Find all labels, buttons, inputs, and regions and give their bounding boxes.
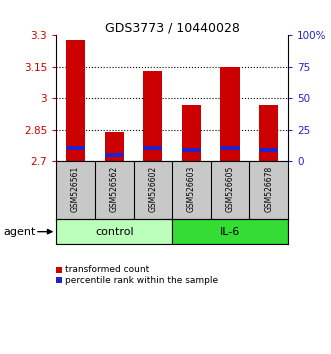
Bar xyxy=(182,105,201,161)
Bar xyxy=(66,146,85,150)
Bar xyxy=(143,71,163,161)
Bar xyxy=(172,219,288,244)
Bar xyxy=(105,132,124,161)
Bar xyxy=(56,219,172,244)
Text: GSM526562: GSM526562 xyxy=(110,166,119,212)
Title: GDS3773 / 10440028: GDS3773 / 10440028 xyxy=(105,21,240,34)
Text: GSM526603: GSM526603 xyxy=(187,166,196,212)
Bar xyxy=(66,40,85,161)
Text: control: control xyxy=(95,227,133,237)
Text: GSM526678: GSM526678 xyxy=(264,166,273,212)
Text: IL-6: IL-6 xyxy=(220,227,240,237)
Bar xyxy=(220,146,240,150)
Text: GSM526602: GSM526602 xyxy=(148,166,157,212)
Bar xyxy=(182,148,201,152)
Bar xyxy=(105,153,124,157)
Bar xyxy=(143,146,163,150)
Text: agent: agent xyxy=(3,227,36,237)
Text: transformed count: transformed count xyxy=(65,265,149,274)
Text: GSM526561: GSM526561 xyxy=(71,166,80,212)
Text: GSM526605: GSM526605 xyxy=(225,166,235,212)
Bar xyxy=(220,67,240,161)
Bar xyxy=(259,148,278,152)
Bar xyxy=(259,105,278,161)
Text: percentile rank within the sample: percentile rank within the sample xyxy=(65,276,218,285)
